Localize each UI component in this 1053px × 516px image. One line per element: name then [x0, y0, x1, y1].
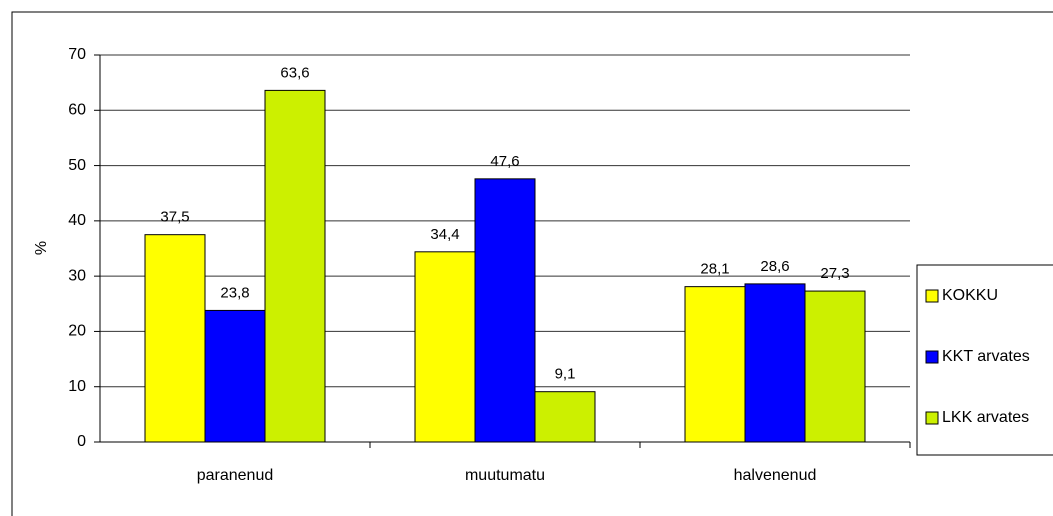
legend-label: LKK arvates: [942, 409, 1029, 426]
data-label: 63,6: [280, 64, 309, 81]
y-tick-label: 30: [68, 267, 86, 284]
y-tick-label: 0: [77, 433, 86, 450]
data-label: 27,3: [820, 265, 849, 282]
y-tick-label: 20: [68, 323, 86, 340]
legend-swatch: [925, 411, 939, 425]
legend-label: KOKKU: [942, 287, 998, 304]
y-tick-label: 50: [68, 157, 86, 174]
bar: [144, 234, 206, 443]
legend-box: [916, 264, 1053, 456]
bar: [204, 309, 266, 443]
y-tick-label: 10: [68, 378, 86, 395]
y-tick-label: 70: [68, 46, 86, 63]
bar: [534, 391, 596, 443]
data-label: 47,6: [490, 153, 519, 170]
bar: [474, 178, 536, 443]
data-label: 23,8: [220, 284, 249, 301]
bar: [744, 283, 806, 443]
bar: [414, 251, 476, 443]
data-label: 28,6: [760, 258, 789, 275]
bar: [804, 290, 866, 443]
y-tick-label: 60: [68, 102, 86, 119]
data-label: 9,1: [555, 366, 576, 383]
bar: [684, 286, 746, 443]
data-label: 37,5: [160, 209, 189, 226]
y-axis-label: %: [33, 241, 50, 255]
data-label: 34,4: [430, 226, 459, 243]
data-label: 28,1: [700, 261, 729, 278]
bar: [264, 89, 326, 443]
x-tick-label: muutumatu: [465, 467, 545, 484]
legend-swatch: [925, 289, 939, 303]
x-tick-label: paranenud: [197, 467, 274, 484]
y-tick-label: 40: [68, 212, 86, 229]
legend-swatch: [925, 350, 939, 364]
x-tick-label: halvenenud: [734, 467, 817, 484]
legend-label: KKT arvates: [942, 348, 1030, 365]
